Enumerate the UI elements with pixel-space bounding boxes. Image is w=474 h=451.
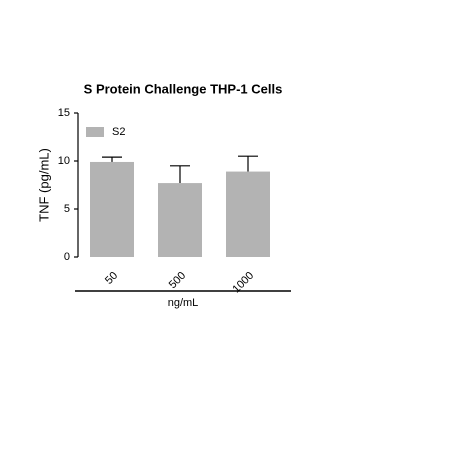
bar [226, 171, 270, 257]
y-tick-label: 10 [58, 155, 70, 167]
bar [90, 161, 134, 257]
y-axis-label: TNF (pg/mL) [36, 148, 51, 222]
chart-title: S Protein Challenge THP-1 Cells [84, 81, 283, 96]
y-tick-label: 5 [64, 203, 70, 215]
legend-label: S2 [112, 126, 125, 138]
legend-swatch [86, 127, 104, 137]
y-tick-label: 15 [58, 107, 70, 119]
bar [158, 183, 202, 257]
x-axis-label: ng/mL [168, 297, 199, 309]
x-tick-label: 50 [103, 270, 120, 287]
y-tick-label: 0 [64, 251, 70, 263]
x-tick-label: 500 [167, 270, 188, 291]
